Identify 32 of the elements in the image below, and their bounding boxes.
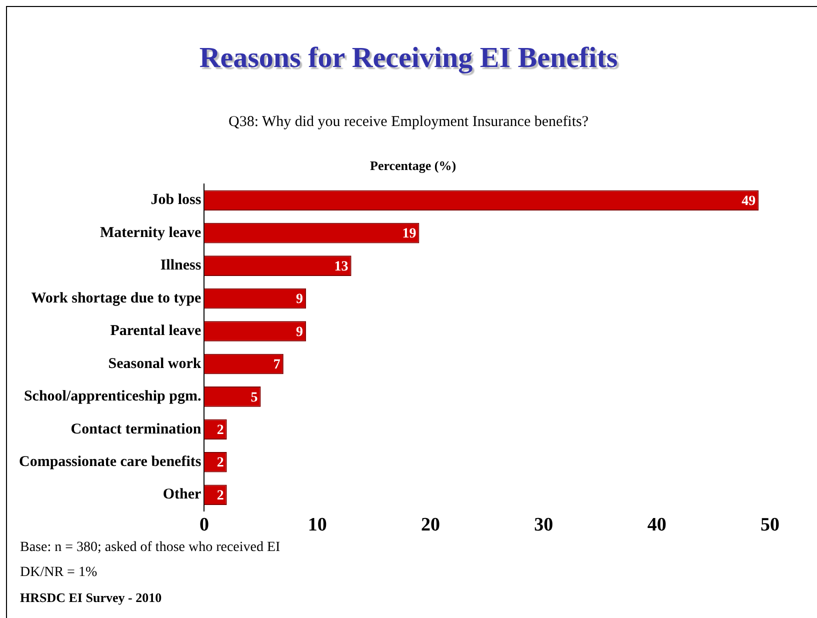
x-tick-label: 20 (421, 514, 440, 536)
x-axis-title: Percentage (%) (370, 158, 456, 174)
x-tick-label: 40 (647, 514, 666, 536)
data-label: 9 (296, 292, 304, 308)
y-tick-label: Seasonal work (108, 356, 202, 372)
x-tick-label: 50 (760, 514, 780, 536)
chart-subtitle: Q38: Why did you receive Employment Insurance benefits? (227, 114, 590, 131)
data-label: 19 (402, 226, 416, 242)
chart-title: Reasons for Receiving EI Benefits (198, 42, 619, 75)
data-label: 5 (250, 390, 258, 406)
x-tick-label: 0 (199, 514, 209, 536)
x-tick-label: 10 (308, 514, 327, 536)
y-tick-label: School/apprenticeship pgm. (24, 388, 202, 405)
y-tick-label: Other (162, 486, 202, 503)
y-tick-label: Parental leave (110, 323, 202, 340)
text: DK/NR = 1% (20, 565, 98, 581)
y-tick-label: Illness (160, 258, 202, 274)
data-label: 2 (216, 488, 224, 504)
y-tick-label: Job loss (150, 192, 202, 208)
x-tick-label: 30 (534, 514, 554, 536)
y-tick-label: Contact termination (70, 421, 202, 438)
text: HRSDC EI Survey - 2010 (20, 590, 163, 606)
data-label: 2 (216, 423, 224, 438)
data-label: 49 (742, 194, 756, 209)
data-label: 2 (216, 456, 224, 471)
data-label: 13 (334, 259, 348, 274)
text: Base: n = 380; asked of those who received EI (20, 540, 280, 556)
data-label: 7 (273, 358, 280, 373)
y-tick-label: Compassionate care benefits (18, 454, 202, 470)
y-tick-label: Work shortage due to type (31, 290, 202, 306)
y-tick-label: Maternity leave (100, 224, 202, 241)
data-label: 9 (296, 324, 304, 340)
